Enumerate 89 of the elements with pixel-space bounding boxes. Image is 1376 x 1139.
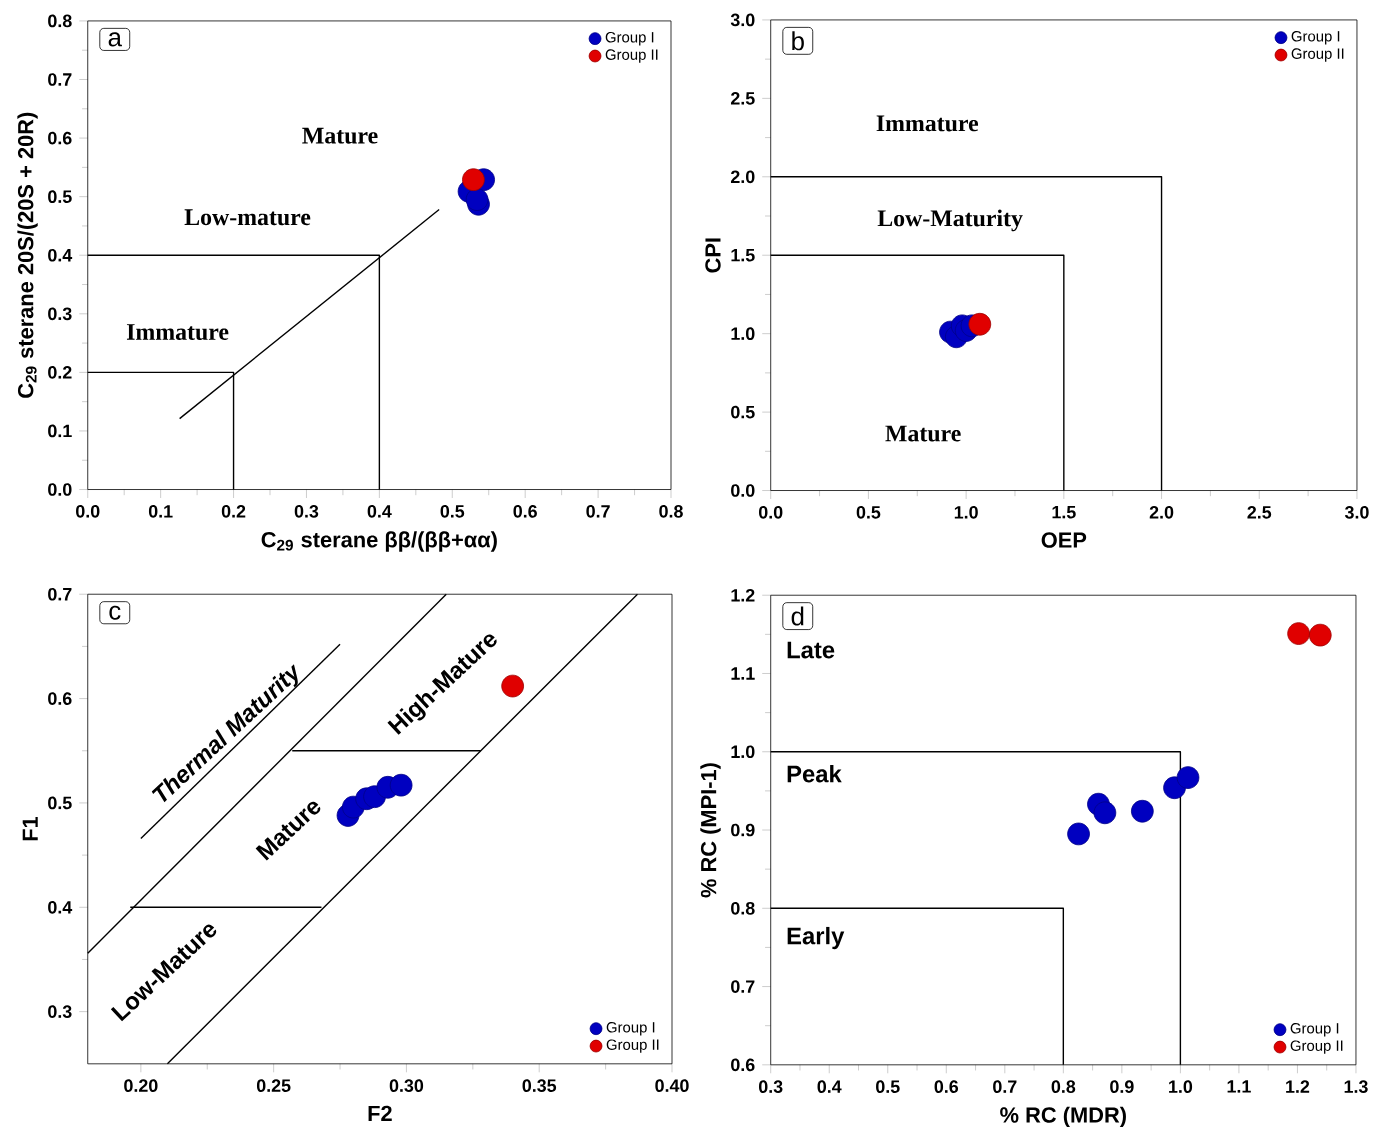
y-tick-label: 0.3 xyxy=(48,307,72,321)
y-tick-label: 0.6 xyxy=(731,1058,755,1072)
y-tick-label: 3.0 xyxy=(730,13,755,27)
y-tick-label: 1.1 xyxy=(731,667,755,680)
y-tick-label: 0.2 xyxy=(48,366,72,379)
x-tick-label: 0.3 xyxy=(759,1080,783,1094)
x-tick-label: 0.4 xyxy=(367,505,392,518)
x-tick-label: 1.3 xyxy=(1344,1080,1368,1094)
x-tick-label: 0.8 xyxy=(659,505,683,518)
x-tick-label: 0.0 xyxy=(76,505,100,518)
y-tick-label: 0.7 xyxy=(731,980,755,994)
legend-label: Group II xyxy=(1290,1040,1343,1055)
y-tick-label: 0.5 xyxy=(731,405,755,419)
legend-label: Group I xyxy=(606,1022,655,1036)
y-tick-label: 1.0 xyxy=(731,745,755,759)
x-tick-label: 0.6 xyxy=(513,505,537,518)
x-tick-label: 0.4 xyxy=(817,1080,842,1094)
y-tick-label: 1.2 xyxy=(731,589,755,602)
legend-label: Group I xyxy=(1290,1023,1339,1037)
annotation: Early xyxy=(787,927,845,950)
y-tick-label: 0.6 xyxy=(48,131,72,145)
x-tick-label: 1.0 xyxy=(954,506,978,519)
x-tick-label: 0.2 xyxy=(221,505,246,518)
y-tick-label: 0.4 xyxy=(48,901,73,914)
x-tick-label: 0.5 xyxy=(856,506,881,519)
y-tick-label: 0.9 xyxy=(731,823,755,837)
x-tick-label: 0.20 xyxy=(124,1079,158,1093)
x-tick-label: 3.0 xyxy=(1344,506,1369,519)
y-axis-title: % RC (MPI-1) xyxy=(700,763,721,898)
x-tick-label: 2.0 xyxy=(1149,506,1174,519)
x-tick-label: 2.5 xyxy=(1247,506,1272,519)
y-axis-title: CPI xyxy=(705,238,721,273)
x-tick-label: 1.2 xyxy=(1286,1080,1310,1093)
annotation: d xyxy=(791,606,804,626)
x-axis-title: C$_{29}$ sterane ββ/(ββ+αα) xyxy=(261,531,497,552)
x-axis-title: F2 xyxy=(368,1105,392,1122)
y-axis-title: F1 xyxy=(22,817,38,841)
y-tick-label: 0.5 xyxy=(48,190,72,204)
annotation: b xyxy=(792,31,804,51)
x-axis-title: % RC (MDR) xyxy=(1000,1106,1126,1128)
y-tick-label: 0.7 xyxy=(48,73,72,87)
x-tick-label: 0.6 xyxy=(934,1080,959,1094)
legend-label: Group II xyxy=(1291,48,1344,63)
x-tick-label: 0.35 xyxy=(522,1079,557,1093)
x-tick-label: 1.5 xyxy=(1052,506,1076,519)
x-tick-label: 0.1 xyxy=(148,505,173,518)
y-tick-label: 0.6 xyxy=(48,692,72,706)
y-tick-label: 2.0 xyxy=(730,170,755,184)
annotation: Late xyxy=(787,642,835,659)
x-tick-label: 0.40 xyxy=(655,1079,689,1093)
x-tick-label: 0.5 xyxy=(440,505,465,518)
y-tick-label: 0.4 xyxy=(48,249,73,262)
x-tick-label: 0.9 xyxy=(1110,1080,1134,1094)
x-axis-title: OEP xyxy=(1041,532,1087,549)
annotation: Low-Maturity xyxy=(877,209,1023,232)
x-tick-label: 0.0 xyxy=(759,506,783,519)
annotation: Immature xyxy=(126,324,229,341)
x-tick-label: 0.25 xyxy=(256,1079,291,1093)
annotation: c xyxy=(109,605,121,620)
x-tick-label: 1.0 xyxy=(1169,1080,1193,1094)
x-tick-label: 0.5 xyxy=(876,1080,900,1094)
y-tick-label: 0.3 xyxy=(48,1005,72,1019)
annotation: Mature xyxy=(885,425,961,442)
y-tick-label: 1.0 xyxy=(731,327,755,341)
x-tick-label: 0.3 xyxy=(294,505,319,518)
y-tick-label: 0.7 xyxy=(48,588,72,601)
annotation: Peak xyxy=(787,765,842,783)
y-tick-label: 0.8 xyxy=(731,902,755,915)
legend-label: Group II xyxy=(606,1039,659,1054)
x-tick-label: 0.7 xyxy=(586,505,610,518)
y-axis-title: C$_{29}$ sterane 20S/(20S + 20R) xyxy=(17,113,38,399)
legend-label: Group I xyxy=(605,32,654,46)
annotation: Low-mature xyxy=(184,209,311,226)
annotation: a xyxy=(108,32,122,47)
y-tick-label: 0.5 xyxy=(48,796,72,810)
y-tick-label: 0.1 xyxy=(48,424,72,438)
y-tick-label: 2.5 xyxy=(730,92,755,105)
y-tick-label: 0.0 xyxy=(731,484,755,498)
x-tick-label: 0.30 xyxy=(389,1079,424,1093)
legend-label: Group I xyxy=(1291,31,1340,45)
y-tick-label: 0.8 xyxy=(48,14,72,28)
annotation: Immature xyxy=(876,115,979,132)
x-tick-label: 0.7 xyxy=(993,1080,1017,1094)
annotation: Mature xyxy=(302,127,378,144)
y-tick-label: 1.5 xyxy=(731,249,755,262)
y-tick-label: 0.0 xyxy=(48,483,72,497)
x-tick-label: 1.1 xyxy=(1227,1080,1251,1093)
x-tick-label: 0.8 xyxy=(1051,1080,1076,1094)
legend-label: Group II xyxy=(605,49,658,64)
